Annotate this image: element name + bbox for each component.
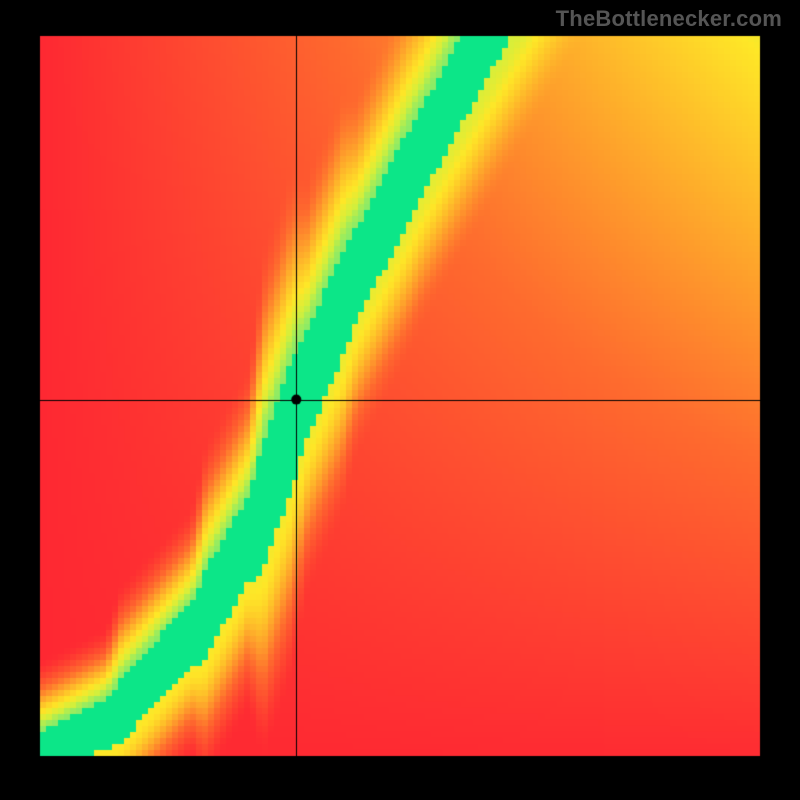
watermark-text: TheBottlenecker.com [556,6,782,32]
heatmap-canvas [0,0,800,800]
chart-container: TheBottlenecker.com [0,0,800,800]
